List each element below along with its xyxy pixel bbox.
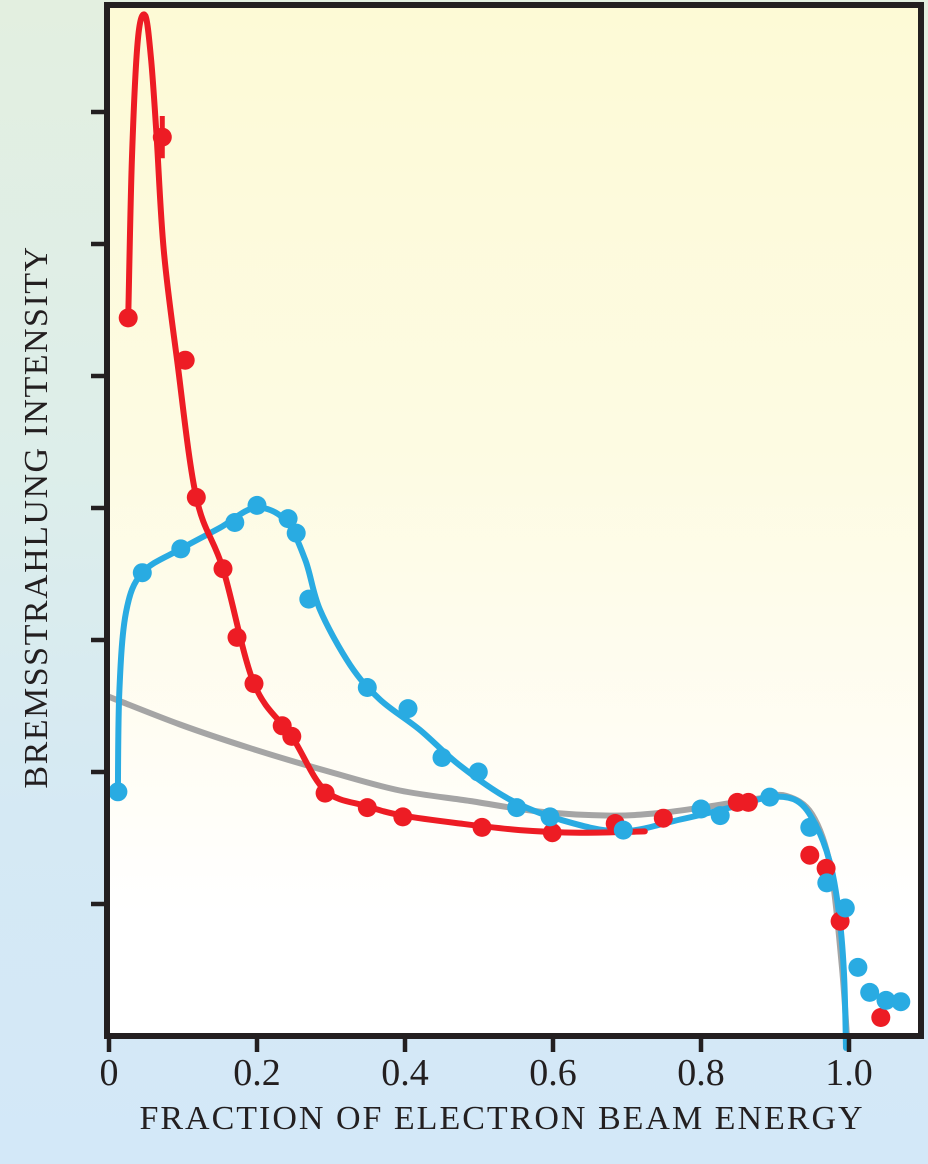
blue-series-point [299,589,319,609]
red-series-point [282,726,302,746]
blue-series-point [432,748,452,767]
blue-series-point [286,523,306,543]
blue-series-point [613,820,633,840]
x-tick-label: 0.6 [529,1052,577,1094]
red-series-curve [125,11,648,836]
red-series-point [542,823,562,843]
red-series-point [118,308,138,328]
x-tick-label: 0.8 [677,1052,725,1094]
blue-series-point [891,992,911,1012]
blue-series-point [540,807,560,827]
red-series-point [175,350,195,370]
red-series-point [357,798,377,818]
blue-series-point [398,699,418,719]
red-series-point [393,807,413,827]
blue-series-point [357,678,377,697]
axis-tick-labels: 0 0.2 0.4 0.6 0.8 1.0 [100,1052,873,1094]
blue-series-point [876,990,896,1010]
blue-series-point [710,806,730,826]
blue-series-point [691,799,711,819]
red-series-point [653,808,673,828]
red-series-point [186,487,206,507]
x-tick-label: 1.0 [825,1052,873,1094]
blue-series-point [848,957,868,977]
red-series-point [738,792,758,812]
red-series-point [315,783,335,803]
red-series-point [227,627,247,647]
x-axis-title: FRACTION OF ELECTRON BEAM ENERGY [139,1100,864,1137]
blue-series-point [108,782,128,802]
blue-series-point [860,982,880,1002]
red-series-point [152,127,172,147]
y-axis-title: BREMSSTRAHLUNG INTENSITY [18,245,55,788]
blue-series-point [247,495,267,515]
red-series-point [213,559,233,579]
plot-border [104,2,924,1039]
blue-series-point [817,873,837,893]
data-points-layer [108,115,911,1027]
red-series-point [816,858,836,878]
blue-series-point [225,513,245,532]
blue-series-point [835,898,855,918]
x-tick-label: 0.4 [381,1052,429,1094]
blue-series-point [760,787,780,807]
x-tick-label: 0 [100,1052,119,1094]
blue-series-point [132,563,152,583]
red-series-point [800,845,820,865]
blue-series-point [800,817,820,837]
blue-series-point [507,798,527,818]
blue-series-point [171,539,191,559]
red-series-point [472,817,492,837]
axis-ticks [91,109,852,1052]
red-series-point [871,1008,891,1027]
blue-series-point [468,762,488,782]
red-series-point [244,674,264,694]
x-tick-label: 0.2 [233,1052,281,1094]
blue-series-point [278,509,298,529]
